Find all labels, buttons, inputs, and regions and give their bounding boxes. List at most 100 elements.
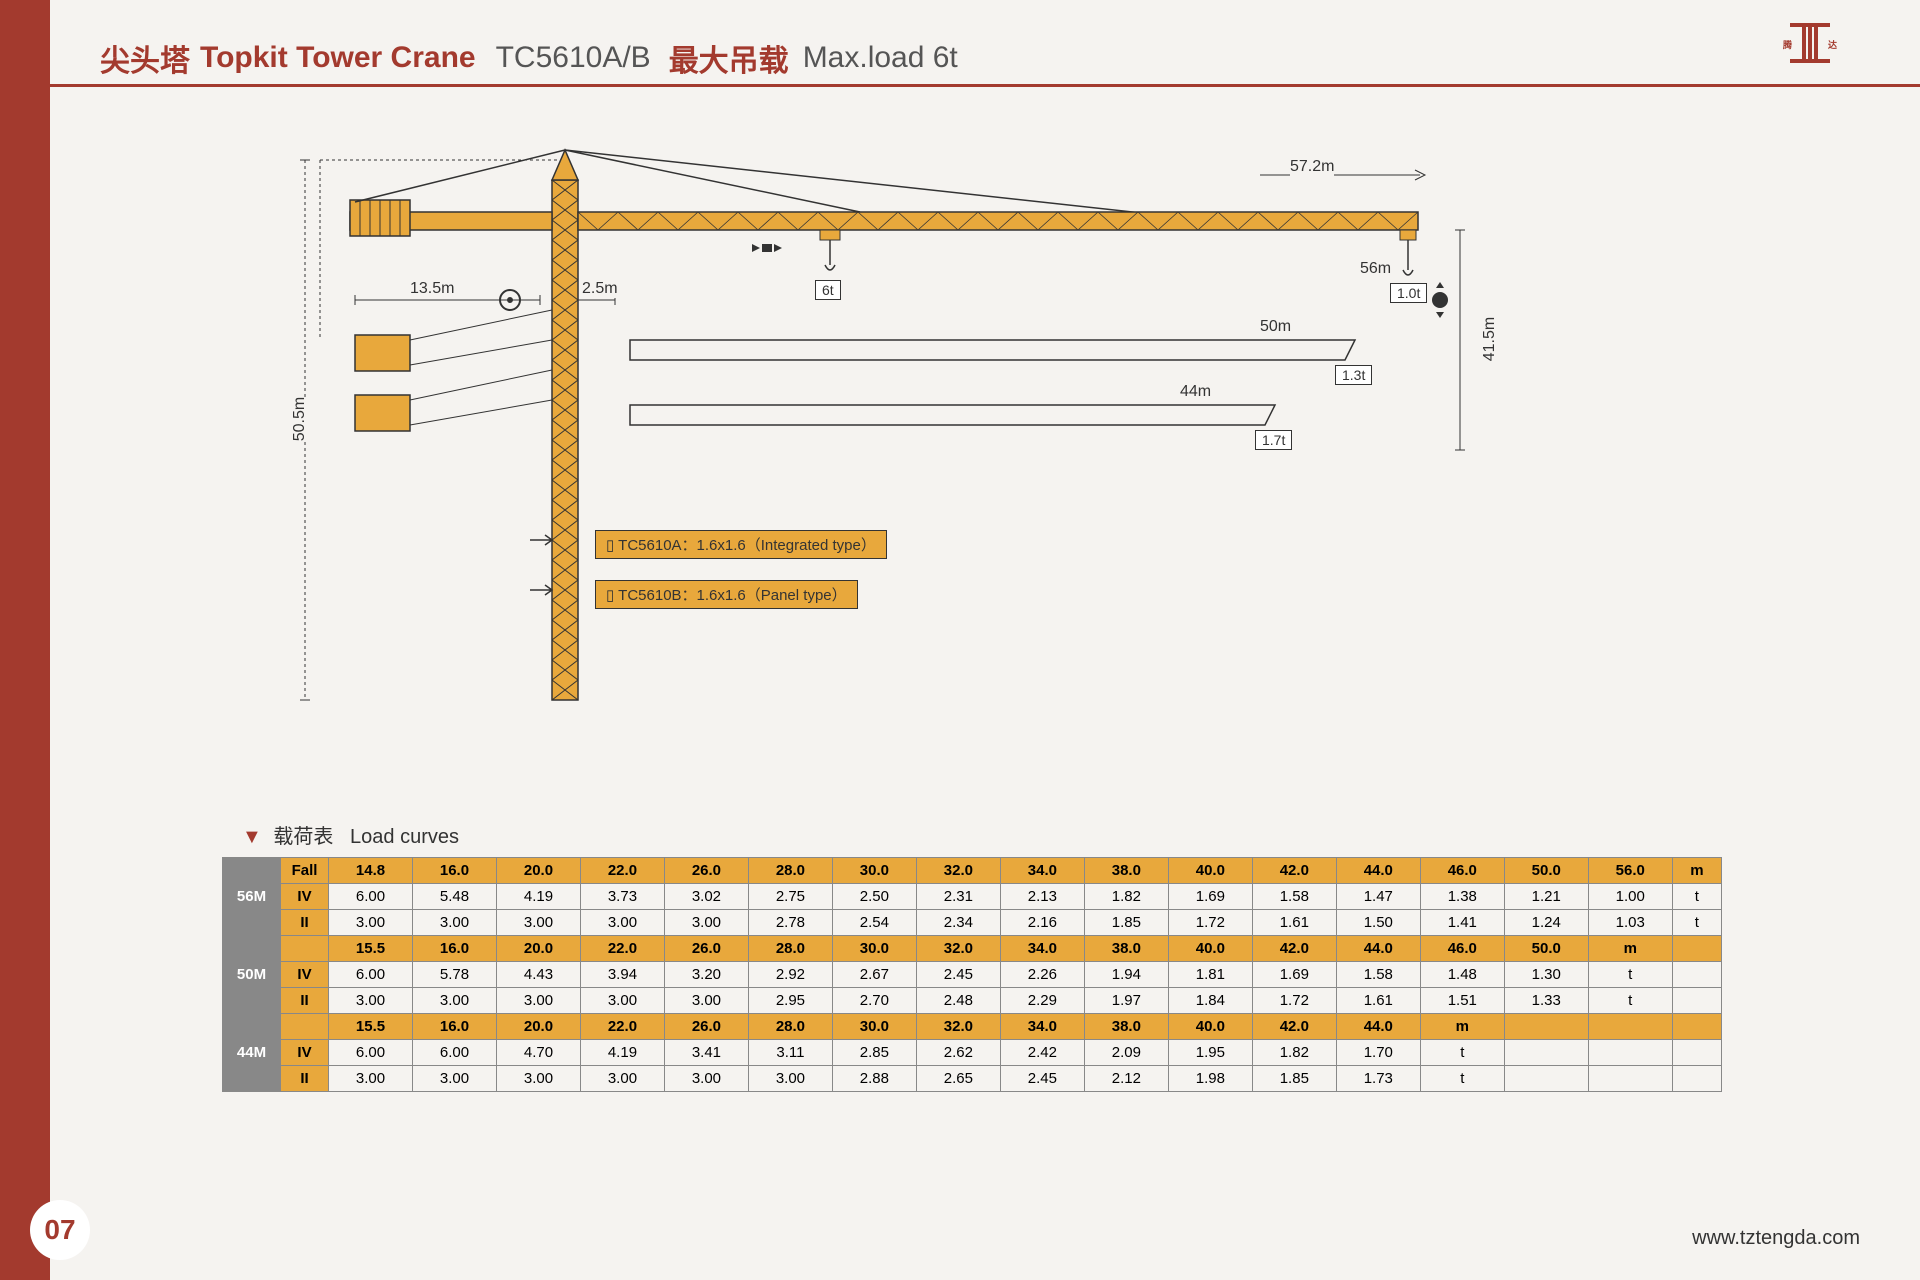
data-cell: 2.75 [748, 884, 832, 910]
data-cell [1504, 1040, 1588, 1066]
header-cell: 20.0 [496, 936, 580, 962]
data-cell: 5.78 [412, 962, 496, 988]
data-cell: t [1420, 1066, 1504, 1092]
header-cell: 22.0 [580, 936, 664, 962]
data-cell: 3.73 [580, 884, 664, 910]
data-cell: IV [281, 884, 329, 910]
data-cell: 1.95 [1168, 1040, 1252, 1066]
data-cell: 1.82 [1084, 884, 1168, 910]
title-en: Topkit Tower Crane [200, 41, 476, 75]
spec-b-text: TC5610B：1.6x1.6（Panel type） [618, 587, 846, 604]
data-cell: 1.00 [1588, 884, 1672, 910]
data-cell: 6.00 [329, 884, 413, 910]
header-cell: 44.0 [1336, 858, 1420, 884]
dim-44m: 44m [1180, 383, 1211, 401]
data-cell: 1.33 [1504, 988, 1588, 1014]
data-cell: 1.03 [1588, 910, 1672, 936]
header-cell [1504, 1014, 1588, 1040]
header-cell: 44.0 [1336, 936, 1420, 962]
data-cell: 2.50 [832, 884, 916, 910]
header-cell: 26.0 [664, 936, 748, 962]
data-cell: 1.24 [1504, 910, 1588, 936]
header-cell: 40.0 [1168, 858, 1252, 884]
data-cell: 6.00 [329, 962, 413, 988]
data-cell: 1.70 [1336, 1040, 1420, 1066]
data-cell: 3.00 [329, 910, 413, 936]
header-cell: 14.8 [329, 858, 413, 884]
header-cell: 42.0 [1252, 1014, 1336, 1040]
data-cell: 3.00 [580, 910, 664, 936]
data-cell: 1.47 [1336, 884, 1420, 910]
data-cell: IV [281, 962, 329, 988]
section-icon: ▯ [606, 587, 614, 604]
data-cell: 2.42 [1000, 1040, 1084, 1066]
data-cell: 1.82 [1252, 1040, 1336, 1066]
load-curves-title: ▼ 载荷表 Load curves [242, 820, 1722, 849]
data-cell: 3.00 [496, 910, 580, 936]
header-cell: 15.5 [329, 936, 413, 962]
header-cell [1672, 936, 1721, 962]
data-cell [1672, 1040, 1721, 1066]
dim-height: 50.5m [291, 397, 309, 441]
data-cell: II [281, 910, 329, 936]
header-cell [281, 936, 329, 962]
dim-50m: 50m [1260, 318, 1291, 336]
header-cell: m [1588, 936, 1672, 962]
data-cell: 1.69 [1168, 884, 1252, 910]
data-cell: 2.95 [748, 988, 832, 1014]
header-cell [1588, 1014, 1672, 1040]
group-label: 44M [223, 1014, 281, 1092]
data-cell: 1.41 [1420, 910, 1504, 936]
header-cell: 16.0 [412, 1014, 496, 1040]
data-cell: 3.02 [664, 884, 748, 910]
header-cell: 40.0 [1168, 1014, 1252, 1040]
data-cell: 1.30 [1504, 962, 1588, 988]
data-cell: 1.61 [1336, 988, 1420, 1014]
data-cell: 3.00 [412, 988, 496, 1014]
data-cell: 1.98 [1168, 1066, 1252, 1092]
data-cell: t [1588, 962, 1672, 988]
maxload-cn: 最大吊载 [669, 36, 789, 80]
header-cell: 38.0 [1084, 936, 1168, 962]
left-red-bar [0, 0, 50, 1280]
data-cell: t [1672, 910, 1721, 936]
data-cell: 3.11 [748, 1040, 832, 1066]
header-cell: m [1420, 1014, 1504, 1040]
load-1.3t: 1.3t [1335, 365, 1372, 385]
header-cell: 22.0 [580, 1014, 664, 1040]
data-cell: t [1420, 1040, 1504, 1066]
data-cell: 2.16 [1000, 910, 1084, 936]
title-cn: 尖头塔 [100, 36, 190, 80]
svg-text:达: 达 [1828, 39, 1837, 50]
header-cell: 20.0 [496, 858, 580, 884]
spec-b: ▯ TC5610B：1.6x1.6（Panel type） [595, 580, 858, 609]
dim-jiboffset: 2.5m [582, 280, 618, 298]
data-cell: 2.67 [832, 962, 916, 988]
data-cell: 3.00 [580, 1066, 664, 1092]
header-cell: 22.0 [580, 858, 664, 884]
header-cell [281, 1014, 329, 1040]
header-cell: 50.0 [1504, 936, 1588, 962]
data-cell [1672, 1066, 1721, 1092]
header-cell: 40.0 [1168, 936, 1252, 962]
data-cell: 1.81 [1168, 962, 1252, 988]
header-cell: 16.0 [412, 936, 496, 962]
header-cell: 50.0 [1504, 858, 1588, 884]
data-cell: 3.00 [664, 1066, 748, 1092]
data-cell: 2.85 [832, 1040, 916, 1066]
data-cell: 2.12 [1084, 1066, 1168, 1092]
data-cell: 2.26 [1000, 962, 1084, 988]
header-cell: 30.0 [832, 936, 916, 962]
data-cell: 3.00 [412, 1066, 496, 1092]
load-1t: 1.0t [1390, 283, 1427, 303]
header-cell: m [1672, 858, 1721, 884]
data-cell: 6.00 [329, 1040, 413, 1066]
data-cell: 1.48 [1420, 962, 1504, 988]
data-cell: 2.62 [916, 1040, 1000, 1066]
data-cell: 1.58 [1336, 962, 1420, 988]
spec-a-text: TC5610A：1.6x1.6（Integrated type） [618, 537, 876, 554]
dim-jibtotal: 57.2m [1290, 158, 1334, 176]
header-cell: 38.0 [1084, 1014, 1168, 1040]
header-cell: 16.0 [412, 858, 496, 884]
header-divider [50, 84, 1920, 87]
